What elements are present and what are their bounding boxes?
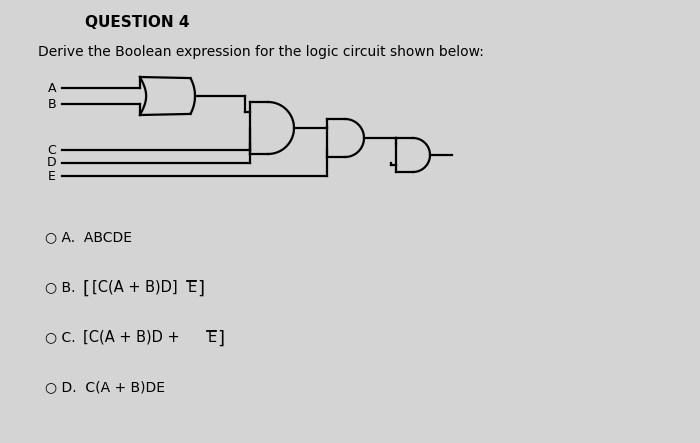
Text: ○ A.  ABCDE: ○ A. ABCDE xyxy=(45,230,132,244)
Text: ○ D.  C(A + B)DE: ○ D. C(A + B)DE xyxy=(45,380,165,394)
Text: E: E xyxy=(48,170,56,183)
Text: ○ C.: ○ C. xyxy=(45,330,76,344)
Text: B: B xyxy=(48,97,56,110)
Text: ○ B.: ○ B. xyxy=(45,280,76,294)
Text: QUESTION 4: QUESTION 4 xyxy=(85,15,190,30)
Text: Derive the Boolean expression for the logic circuit shown below:: Derive the Boolean expression for the lo… xyxy=(38,45,484,59)
Text: A: A xyxy=(48,82,56,94)
Text: C: C xyxy=(48,144,56,156)
Text: E: E xyxy=(188,280,197,295)
Text: ]: ] xyxy=(217,330,224,348)
Text: [C(A + B)D +: [C(A + B)D + xyxy=(83,330,184,345)
Text: E: E xyxy=(208,330,217,345)
Text: D: D xyxy=(46,156,56,170)
Text: [C(A + B)D]: [C(A + B)D] xyxy=(92,280,178,295)
Text: [: [ xyxy=(83,280,90,298)
Text: ]: ] xyxy=(197,280,204,298)
